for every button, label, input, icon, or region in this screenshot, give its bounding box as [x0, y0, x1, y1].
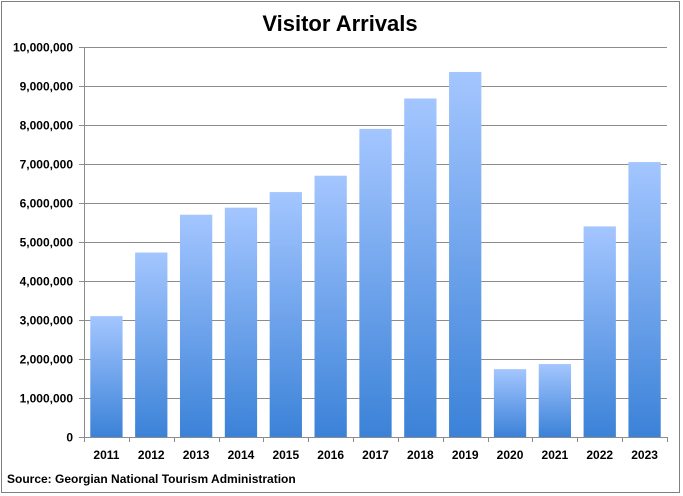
y-tick-label: 0	[66, 431, 73, 445]
bar-2013	[179, 214, 213, 437]
y-tick-label: 3,000,000	[20, 314, 74, 328]
y-tick-label: 10,000,000	[13, 41, 73, 55]
bar-2021	[538, 364, 572, 437]
x-tick-label: 2017	[362, 448, 389, 462]
x-tick-label: 2011	[93, 448, 119, 462]
chart-title: Visitor Arrivals	[262, 11, 417, 36]
y-tick-label: 9,000,000	[20, 80, 74, 94]
y-tick-label: 2,000,000	[20, 353, 74, 367]
bar-2012	[135, 252, 168, 437]
x-tick-label: 2022	[586, 448, 613, 462]
y-tick-label: 1,000,000	[20, 392, 74, 406]
bar-2023	[628, 162, 661, 438]
bars	[90, 71, 661, 438]
bar-2020	[493, 369, 527, 437]
x-tick-label: 2023	[631, 448, 658, 462]
source-note: Source: Georgian National Tourism Admini…	[7, 472, 296, 486]
x-tick-label: 2015	[272, 448, 299, 462]
x-tick-label: 2018	[407, 448, 434, 462]
bar-2018	[404, 98, 437, 437]
x-tick-label: 2016	[317, 448, 344, 462]
gridlines	[79, 47, 668, 442]
y-tick-label: 4,000,000	[20, 275, 74, 289]
x-tick-labels: 2011 2012 2013 2014 2015 2016 2017 2018 2019 2020…	[93, 448, 658, 462]
x-tick-label: 2014	[228, 448, 255, 462]
y-tick-label: 7,000,000	[20, 158, 74, 172]
x-tick-label: 2012	[138, 448, 165, 462]
x-tick-label: 2020	[497, 448, 524, 462]
bar-2011	[90, 316, 123, 437]
bar-2022	[583, 226, 616, 437]
bar-2015	[269, 192, 302, 437]
y-tick-label: 6,000,000	[20, 197, 74, 211]
bar-2017	[359, 128, 392, 437]
x-tick-label: 2013	[183, 448, 210, 462]
y-tick-label: 8,000,000	[20, 119, 74, 133]
x-tick-label: 2019	[452, 448, 479, 462]
bar-2014	[224, 207, 258, 437]
y-tick-label: 5,000,000	[20, 236, 74, 250]
bar-2016	[314, 175, 347, 437]
x-tick-label: 2021	[542, 448, 569, 462]
y-tick-labels: 0 1,000,000 2,000,000 3,000,000 4,000,000 5,0…	[13, 41, 73, 445]
bar-2019	[449, 71, 482, 438]
